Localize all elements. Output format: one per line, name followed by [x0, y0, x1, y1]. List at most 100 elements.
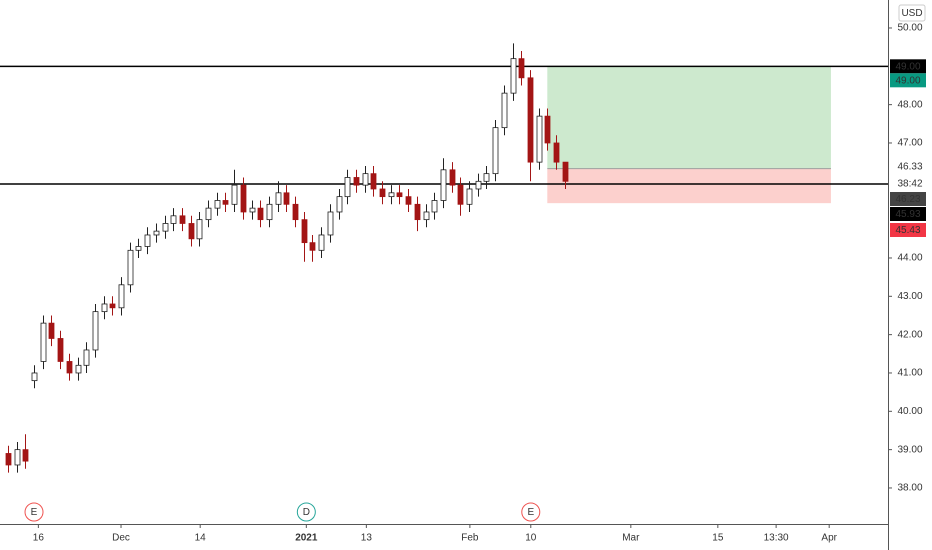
- x-tick-label: 2021: [295, 533, 318, 544]
- candle-body: [214, 200, 221, 209]
- candle-body: [240, 184, 247, 213]
- event-marker[interactable]: [24, 502, 44, 522]
- candle-body: [518, 58, 525, 79]
- candle-body: [66, 361, 73, 374]
- candle-body: [388, 192, 395, 198]
- candle-body: [431, 200, 438, 213]
- candle-body: [362, 173, 369, 186]
- candle-body: [492, 127, 499, 175]
- candle-body: [309, 242, 316, 251]
- candle-body: [31, 372, 38, 382]
- candle-body: [440, 169, 447, 201]
- candle-body: [22, 449, 29, 462]
- candle-body: [179, 215, 186, 224]
- candle-body: [405, 196, 412, 205]
- stop-label: 45.43: [895, 225, 920, 236]
- candle-body: [170, 215, 177, 224]
- stop-label-box: [890, 223, 926, 237]
- x-tick-label: 13:30: [764, 533, 789, 544]
- last-price-label: 46.23: [895, 194, 920, 205]
- hline-label: 45.93: [895, 209, 920, 220]
- x-tick-label: Mar: [622, 533, 640, 544]
- candle-body: [188, 223, 195, 240]
- event-label: E: [31, 507, 38, 518]
- x-tick-label: Dec: [112, 533, 130, 544]
- event-marker[interactable]: [521, 502, 541, 522]
- x-tick-label: 14: [195, 533, 207, 544]
- candle-body: [327, 211, 334, 236]
- candle-body: [562, 161, 569, 182]
- last-price-label-box: [890, 192, 926, 206]
- y-tick-label: 39.00: [897, 444, 922, 455]
- candle-body: [118, 284, 125, 309]
- candle-body: [353, 177, 360, 186]
- stop-zone[interactable]: [547, 168, 831, 204]
- event-marker[interactable]: [296, 502, 316, 522]
- candle-body: [266, 203, 273, 221]
- target-label: 49.00: [895, 75, 920, 86]
- candle-body: [466, 188, 473, 205]
- countdown: 38:42: [897, 179, 922, 190]
- candle-body: [57, 338, 64, 362]
- candle-body: [457, 184, 464, 205]
- candle-body: [135, 246, 142, 251]
- x-tick-label: 15: [712, 533, 724, 544]
- candle-body: [48, 322, 55, 339]
- x-tick-label: 13: [361, 533, 373, 544]
- candle-body: [5, 453, 12, 466]
- candle-body: [292, 203, 299, 221]
- entry-price-label: 46.33: [897, 161, 922, 172]
- y-tick-label: 47.00: [897, 138, 922, 149]
- candle-body: [83, 349, 90, 366]
- x-tick-label: Feb: [461, 533, 479, 544]
- candle-body: [501, 92, 508, 129]
- candle-body: [127, 249, 134, 286]
- currency: USD: [901, 8, 922, 19]
- currency-box[interactable]: [898, 4, 926, 22]
- candle-body: [196, 219, 203, 240]
- candle-body: [510, 58, 517, 94]
- target-label-box: [890, 73, 926, 88]
- candle-body: [318, 234, 325, 251]
- candle-body: [396, 192, 403, 198]
- candle-body: [92, 311, 99, 351]
- y-tick-label: 42.00: [897, 329, 922, 340]
- candle-body: [162, 223, 169, 232]
- candle-body: [249, 207, 256, 213]
- candle-body: [536, 115, 543, 163]
- candle-body: [231, 184, 238, 205]
- candle-body: [144, 234, 151, 247]
- event-label: D: [303, 507, 310, 518]
- candle-body: [379, 188, 386, 198]
- candle-body: [275, 192, 282, 205]
- candle-body: [40, 322, 47, 362]
- x-tick-label: 16: [33, 533, 45, 544]
- candle-body: [414, 203, 421, 221]
- x-tick-label: Apr: [821, 533, 837, 544]
- candle-body: [257, 207, 264, 221]
- y-tick-label: 38.00: [897, 483, 922, 494]
- y-tick-label: 48.00: [897, 99, 922, 110]
- candle-body: [423, 211, 430, 221]
- y-tick-label: 41.00: [897, 368, 922, 379]
- candle-body: [301, 219, 308, 244]
- y-tick-label: 43.00: [897, 291, 922, 302]
- hline-label-box: [890, 207, 926, 221]
- candle-body: [222, 200, 229, 205]
- candle-body: [527, 77, 534, 163]
- x-tick-label: 10: [525, 533, 537, 544]
- candle-body: [544, 115, 551, 144]
- candle-body: [109, 303, 116, 309]
- candle-body: [344, 177, 351, 198]
- y-tick-label: 40.00: [897, 406, 922, 417]
- candle-body: [449, 169, 456, 186]
- hline-label-box: [890, 59, 926, 74]
- candle-body: [14, 449, 21, 466]
- candle-body: [553, 142, 560, 163]
- candle-body: [205, 207, 212, 221]
- hline-label: 49.00: [895, 61, 920, 72]
- target-zone[interactable]: [547, 66, 831, 169]
- candle-body: [336, 196, 343, 213]
